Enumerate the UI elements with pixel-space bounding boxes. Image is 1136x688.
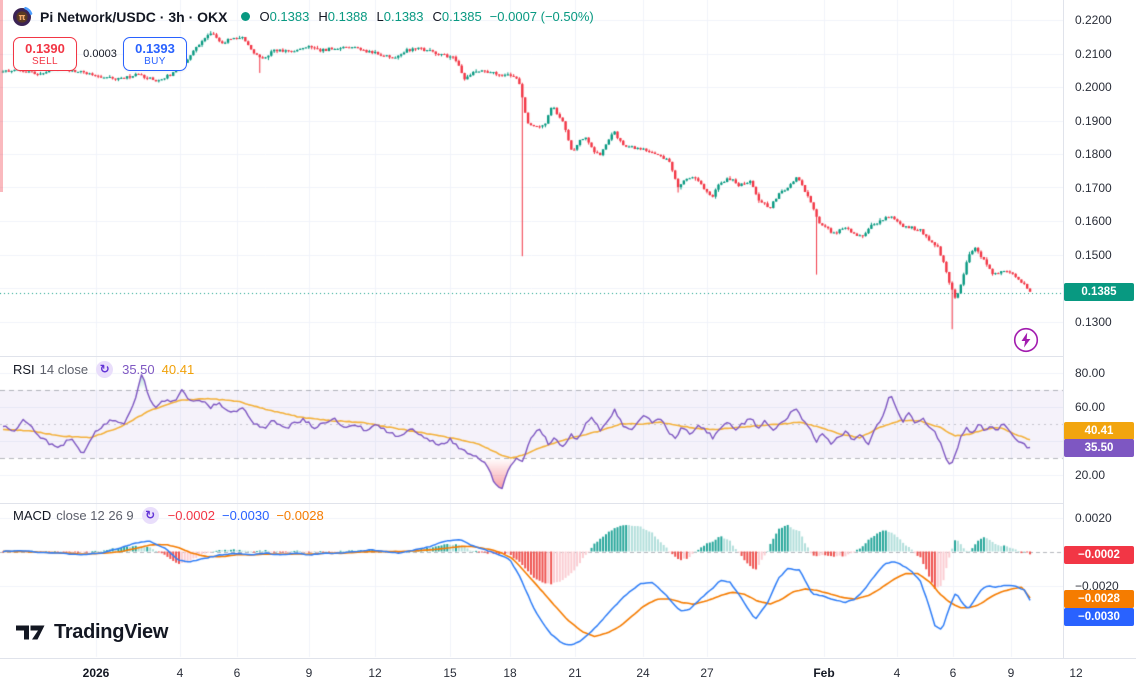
- time-axis[interactable]: 2026 4 6 9 12 15 18 21 24 27 Feb 4 6 9 12: [0, 658, 1136, 688]
- axis-label: 60.00: [1075, 400, 1106, 414]
- rsi-value-badge: 35.50: [1064, 439, 1134, 457]
- sell-label: SELL: [31, 56, 59, 67]
- market-status-dot-icon: [241, 12, 251, 21]
- pane-separator-rsi[interactable]: [0, 356, 1136, 357]
- rsi-title[interactable]: RSI: [13, 362, 35, 377]
- axis-label: 0.1300: [1075, 314, 1112, 329]
- quick-trade-button[interactable]: [1012, 326, 1040, 354]
- rsi-value: 35.50: [122, 362, 155, 377]
- time-label: 27: [700, 666, 714, 680]
- macd-signal-value: −0.0028: [276, 508, 324, 523]
- axis-label: 20.00: [1075, 468, 1106, 482]
- tradingview-mark-icon: [16, 625, 45, 640]
- macd-refresh-icon[interactable]: ↻: [141, 507, 159, 524]
- buy-label: BUY: [144, 56, 166, 67]
- rsi-ma-badge: 40.41: [1064, 422, 1134, 440]
- time-label: 2026: [82, 666, 110, 680]
- rsi-refresh-icon[interactable]: ↻: [96, 361, 114, 378]
- axis-label: 80.00: [1075, 366, 1106, 380]
- spread-value: 0.0003: [83, 48, 117, 60]
- rsi-params: 14 close: [39, 362, 89, 377]
- macd-line-value: −0.0030: [221, 508, 270, 523]
- rsi-header: RSI 14 close ↻ 35.50 40.41: [13, 361, 194, 378]
- low-value: 0.1383: [383, 9, 424, 24]
- price-axis-border: [1063, 0, 1064, 658]
- time-label: 12: [1069, 666, 1083, 680]
- time-label: 6: [233, 666, 241, 680]
- low-label: L: [376, 9, 384, 24]
- lightning-icon: [1013, 327, 1039, 353]
- axis-label: 0.2200: [1075, 13, 1112, 27]
- close-value: 0.1385: [441, 9, 482, 24]
- macd-hist-badge: −0.0002: [1064, 546, 1134, 564]
- time-label: Feb: [813, 666, 835, 680]
- time-label: 24: [636, 666, 650, 680]
- macd-header: MACD close 12 26 9 ↻ −0.0002 −0.0030 −0.…: [13, 507, 324, 524]
- open-label: O: [259, 9, 270, 24]
- change-value: −0.0007 (−0.50%): [489, 9, 594, 24]
- main-chart-canvas[interactable]: [0, 0, 1063, 658]
- time-label: 9: [305, 666, 313, 680]
- high-label: H: [318, 9, 328, 24]
- time-label: 4: [176, 666, 184, 680]
- order-widget: 0.1390 SELL 0.0003 0.1393 BUY: [13, 37, 187, 71]
- macd-hist-value: −0.0002: [167, 508, 215, 523]
- axis-label: 0.1800: [1075, 147, 1112, 161]
- time-label: 6: [949, 666, 957, 680]
- time-label: 4: [893, 666, 901, 680]
- pi-network-logo-icon: π: [13, 6, 33, 26]
- buy-price: 0.1393: [135, 41, 175, 56]
- last-price-badge: 0.1385: [1064, 283, 1134, 301]
- tradingview-logo[interactable]: TradingView: [15, 621, 168, 644]
- buy-button[interactable]: 0.1393 BUY: [123, 37, 187, 71]
- axis-label: 0.1600: [1075, 214, 1112, 228]
- open-value: 0.1383: [269, 9, 310, 24]
- macd-line-badge: −0.0030: [1064, 608, 1134, 626]
- axis-label: −0.0020: [1075, 578, 1119, 593]
- axis-label: 0.0020: [1075, 510, 1112, 525]
- left-edge-line: [0, 0, 3, 192]
- time-label: 12: [368, 666, 382, 680]
- symbol-title[interactable]: Pi Network/USDC · 3h · OKX: [40, 8, 228, 25]
- time-label: 18: [503, 666, 517, 680]
- tradingview-wordmark: TradingView: [54, 621, 169, 643]
- time-label: 21: [568, 666, 582, 680]
- pane-separator-macd[interactable]: [0, 503, 1136, 504]
- axis-label: 0.2000: [1075, 80, 1112, 94]
- sell-price: 0.1390: [25, 41, 65, 56]
- axis-label: 0.1500: [1075, 247, 1112, 262]
- axis-label: 0.1700: [1075, 180, 1112, 195]
- high-value: 0.1388: [327, 9, 368, 24]
- axis-label: 0.1900: [1075, 113, 1112, 128]
- price-axis[interactable]: 0.2200 0.2100 0.2000 0.1900 0.1800 0.1700 0.16…: [1064, 0, 1136, 658]
- macd-title[interactable]: MACD: [13, 508, 52, 523]
- rsi-ma-value: 40.41: [161, 362, 195, 377]
- axis-label: 0.2100: [1075, 46, 1112, 61]
- macd-params: close 12 26 9: [56, 508, 134, 523]
- close-label: C: [432, 9, 442, 24]
- time-label: 9: [1007, 666, 1015, 680]
- symbol-header: π Pi Network/USDC · 3h · OKX O 0.1383 H 0.…: [12, 6, 594, 27]
- time-label: 15: [443, 666, 457, 680]
- svg-text:π: π: [18, 13, 25, 23]
- macd-signal-badge: −0.0028: [1064, 590, 1134, 608]
- sell-button[interactable]: 0.1390 SELL: [13, 37, 77, 71]
